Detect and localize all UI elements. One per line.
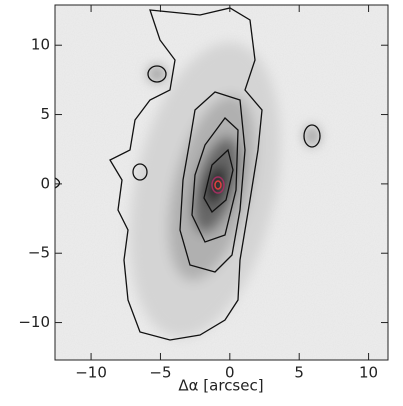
x-tick-label: 10 bbox=[359, 364, 378, 382]
x-axis-label: Δα [arcsec] bbox=[178, 377, 263, 395]
y-tick-label: 10 bbox=[31, 36, 50, 54]
y-tick-label: −5 bbox=[28, 244, 50, 262]
x-tick-label: 5 bbox=[294, 364, 304, 382]
x-tick-label: 0 bbox=[225, 364, 235, 382]
plot-frame bbox=[54, 4, 389, 361]
y-tick-label: 5 bbox=[40, 105, 50, 123]
x-tick-label: −10 bbox=[75, 364, 107, 382]
image bbox=[55, 5, 388, 360]
y-tick-label: 0 bbox=[40, 174, 50, 192]
y-tick-label: −10 bbox=[18, 313, 50, 331]
x-tick-label: −5 bbox=[149, 364, 171, 382]
